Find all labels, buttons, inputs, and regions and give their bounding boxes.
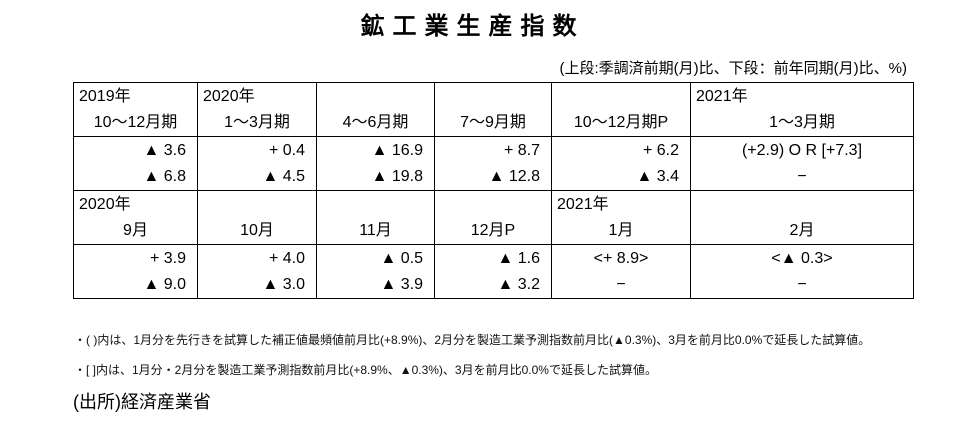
value-cell-2020-q3: + 8.7 ▲ 12.8 (434, 136, 552, 191)
year-label (553, 84, 690, 110)
yoy-value: ▲ 6.8 (143, 168, 186, 185)
monthly-value-row: + 3.9 ▲ 9.0 + 4.0 ▲ 3.0 ▲ 0.5 ▲ 3.9 ▲ 1.… (73, 244, 914, 299)
period-label: 10～12月期 (93, 114, 178, 131)
header-cell-2020-oct: 10月 (197, 190, 317, 245)
period-label: 12月P (470, 222, 516, 239)
period-label: 1～3月期 (769, 114, 835, 131)
header-cell-2021-feb: 2月 (690, 190, 914, 245)
quarterly-header-row: 2019年 10～12月期 2020年 1～3月期 4～6月期 7～9月期 (73, 82, 914, 137)
value-cell-2021-feb-estimate: <▲ 0.3> − (690, 244, 914, 299)
units-note: (上段:季調済前期(月)比、下段：前年同期(月)比、%) (559, 60, 907, 77)
footnote-brackets: ・[ ]内は、1月分・2月分を製造工業予測指数前月比(+8.9%、▲0.3%)、… (74, 363, 657, 377)
period-label: 1月 (608, 222, 634, 239)
header-cell-2021-q1: 2021年 1～3月期 (690, 82, 914, 137)
value-cell-2021-q1-estimate: (+2.9) O R [+7.3] − (690, 136, 914, 191)
header-cell-2021-jan: 2021年 1月 (551, 190, 691, 245)
period-label: 10月 (240, 222, 274, 239)
year-label: 2021年 (557, 196, 609, 213)
period-label: 9月 (123, 222, 148, 239)
period-label: 11月 (359, 222, 392, 239)
year-label: 2020年 (79, 196, 131, 213)
qoq-value: + 0.4 (268, 142, 305, 159)
yoy-value: ▲ 12.8 (488, 168, 540, 185)
header-cell-2020-q1: 2020年 1～3月期 (197, 82, 317, 137)
yoy-value: ▲ 3.0 (262, 276, 305, 293)
header-cell-2019-q4: 2019年 10～12月期 (73, 82, 198, 137)
header-cell-2020-sep: 2020年 9月 (73, 190, 198, 245)
value-cell-2020-nov: ▲ 0.5 ▲ 3.9 (316, 244, 435, 299)
header-cell-2020-q2: 4～6月期 (316, 82, 435, 137)
period-label: 1～3月期 (224, 114, 290, 131)
year-label: 2020年 (203, 88, 255, 105)
qoq-value: + 8.7 (503, 142, 540, 159)
period-label: 10～12月期P (573, 114, 669, 131)
yoy-value: − (616, 276, 626, 293)
quarterly-value-row: ▲ 3.6 ▲ 6.8 + 0.4 ▲ 4.5 ▲ 16.9 ▲ 19.8 + … (73, 136, 914, 191)
monthly-header-row: 2020年 9月 10月 11月 12月P 2021年 1月 (73, 190, 914, 245)
value-cell-2020-q2: ▲ 16.9 ▲ 19.8 (316, 136, 435, 191)
yoy-value: ▲ 3.2 (497, 276, 540, 293)
header-cell-2020-nov: 11月 (316, 190, 435, 245)
year-label (692, 192, 913, 218)
year-label (318, 84, 434, 110)
yoy-value: − (797, 168, 807, 185)
production-index-table: 2019年 10～12月期 2020年 1～3月期 4～6月期 7～9月期 (73, 82, 914, 299)
header-cell-2020-dec-p: 12月P (434, 190, 552, 245)
year-label: 2021年 (696, 88, 748, 105)
qoq-value: + 6.2 (642, 142, 679, 159)
value-cell-2020-oct: + 4.0 ▲ 3.0 (197, 244, 317, 299)
mom-value: ▲ 1.6 (497, 250, 540, 267)
year-label (318, 192, 434, 218)
period-label: 2月 (789, 222, 815, 239)
value-cell-2021-jan-estimate: <+ 8.9> − (551, 244, 691, 299)
period-label: 4～6月期 (342, 114, 409, 131)
value-cell-2019-q4: ▲ 3.6 ▲ 6.8 (73, 136, 198, 191)
year-label: 2019年 (79, 88, 131, 105)
value-cell-2020-q4p: + 6.2 ▲ 3.4 (551, 136, 691, 191)
yoy-value: ▲ 3.9 (380, 276, 423, 293)
value-cell-2020-q1: + 0.4 ▲ 4.5 (197, 136, 317, 191)
header-cell-2020-q4p: 10～12月期P (551, 82, 691, 137)
yoy-value: ▲ 3.4 (636, 168, 679, 185)
value-cell-2020-sep: + 3.9 ▲ 9.0 (73, 244, 198, 299)
yoy-value: ▲ 9.0 (143, 276, 186, 293)
period-label: 7～9月期 (460, 114, 526, 131)
mom-value: <+ 8.9> (593, 250, 649, 267)
mom-value: + 4.0 (268, 250, 305, 267)
qoq-value: ▲ 16.9 (371, 142, 423, 159)
year-label (436, 84, 551, 110)
source-note: (出所)経済産業省 (73, 392, 211, 412)
qoq-value: (+2.9) O R [+7.3] (741, 142, 863, 159)
qoq-value: ▲ 3.6 (143, 142, 186, 159)
page-title: 鉱工業生産指数 (360, 13, 585, 40)
mom-value: <▲ 0.3> (771, 250, 833, 267)
header-cell-2020-q3: 7～9月期 (434, 82, 552, 137)
year-label (199, 192, 316, 218)
value-cell-2020-dec-p: ▲ 1.6 ▲ 3.2 (434, 244, 552, 299)
mom-value: + 3.9 (149, 250, 186, 267)
footnote-parentheses: ・( )内は、1月分を先行きを試算した補正値最頻値前月比(+8.9%)、2月分を… (74, 333, 871, 347)
year-label (436, 192, 551, 218)
yoy-value: − (797, 276, 807, 293)
mom-value: ▲ 0.5 (380, 250, 423, 267)
yoy-value: ▲ 4.5 (262, 168, 305, 185)
yoy-value: ▲ 19.8 (371, 168, 423, 185)
